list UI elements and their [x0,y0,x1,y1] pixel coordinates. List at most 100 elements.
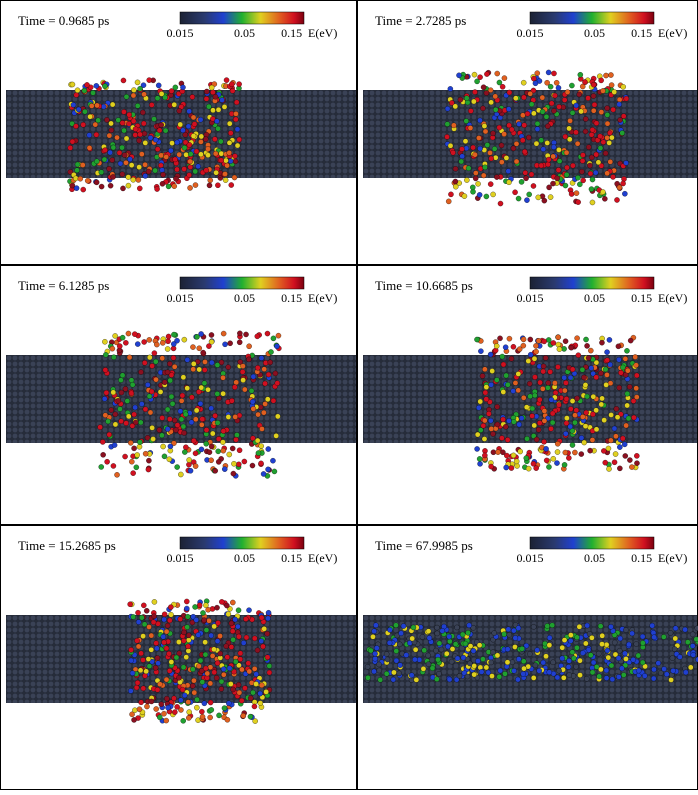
atom [188,468,193,473]
atom [200,679,205,684]
atom [144,704,149,709]
atom [541,147,546,152]
atom [228,681,233,686]
atom [516,196,521,201]
atom [477,643,482,648]
atom [199,709,204,714]
atom [552,93,557,98]
atom [539,163,544,168]
atom [230,446,235,451]
atom [225,717,230,722]
atom [471,648,476,653]
atom [167,457,172,462]
atom [568,632,573,637]
atom [149,102,154,107]
atom [76,107,81,112]
atom [213,94,218,99]
atom [241,713,246,718]
atom [148,135,153,140]
atom [505,382,510,387]
atom [605,121,610,126]
atom [529,102,534,107]
atom [516,626,521,631]
atom [102,339,107,344]
atom [230,629,235,634]
atom [203,652,208,657]
atom [617,444,622,449]
atom [198,139,203,144]
atom [155,147,160,152]
atom [592,102,597,107]
atom [445,644,450,649]
atom [537,380,542,385]
atom [210,431,215,436]
atom [585,96,590,101]
atom [490,650,495,655]
atom [604,668,609,673]
atom [182,166,187,171]
atom [603,73,608,78]
atom [464,96,469,101]
atom [580,367,585,372]
atom [214,605,219,610]
atom [580,158,585,163]
atom [450,646,455,651]
atom [521,95,526,100]
atom [117,150,122,155]
atom [548,426,553,431]
atom [208,665,213,670]
atom [157,682,162,687]
atom [502,76,507,81]
atom [491,450,496,455]
atom [136,644,141,649]
atom [551,456,556,461]
atom [620,181,625,186]
atom [482,123,487,128]
atom [265,397,270,402]
atom [547,635,552,640]
atom [468,125,473,130]
atom [225,655,230,660]
atom [458,97,463,102]
atom [527,651,532,656]
atom [210,653,215,658]
atom [233,659,238,664]
atom [167,668,172,673]
atom [169,394,174,399]
atom [497,125,502,130]
atom [138,420,143,425]
atom [568,638,573,643]
atom [566,126,571,131]
atom [243,616,248,621]
atom [179,417,184,422]
atom [634,373,639,378]
colorbar-unit: E(eV) [308,26,337,40]
atom [584,410,589,415]
atom [129,459,134,464]
atom [226,414,231,419]
atom [180,687,185,692]
atom [596,160,601,165]
atom [147,78,152,83]
atom [502,671,507,676]
atom [460,632,465,637]
atom [247,669,252,674]
atom [562,97,567,102]
time-label: Time = 67.9985 ps [375,538,473,553]
atom [222,104,227,109]
atom [121,128,126,133]
atom [272,469,277,474]
atom [165,705,170,710]
atom [371,669,376,674]
atom [127,355,132,360]
atom [579,451,584,456]
atom [187,457,192,462]
atom [70,183,75,188]
atom [599,396,604,401]
atom [522,123,527,128]
atom [514,459,519,464]
atom [477,456,482,461]
atom [448,86,453,91]
atom [411,625,416,630]
atom [377,668,382,673]
